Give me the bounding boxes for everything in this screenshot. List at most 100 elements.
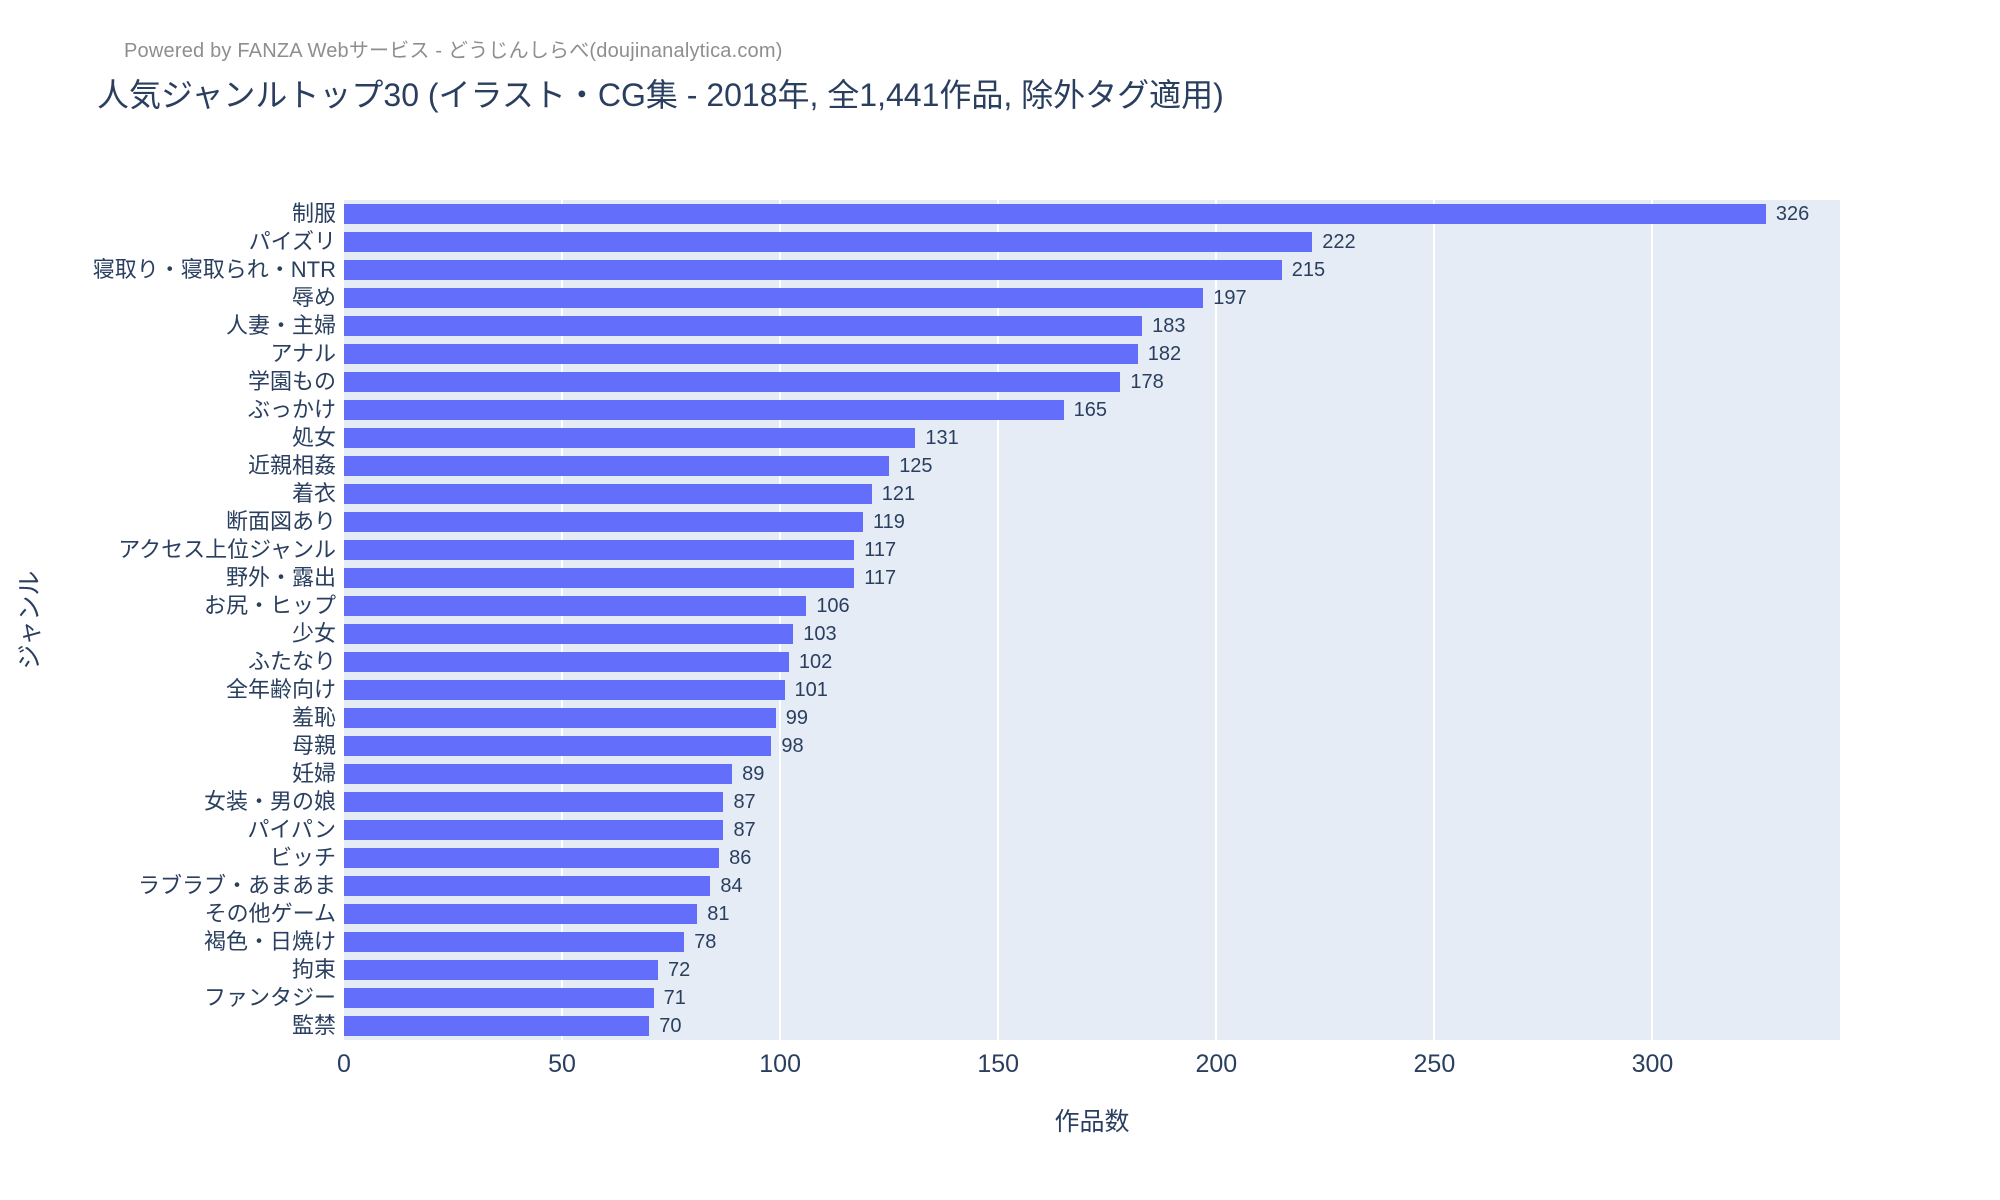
bar-row: 84	[344, 872, 1840, 900]
bar-row: 119	[344, 508, 1840, 536]
y-axis-label: ファンタジー	[203, 985, 336, 1010]
bar-value-label: 165	[1073, 399, 1108, 421]
bar[interactable]	[344, 876, 711, 896]
y-axis-label: 監禁	[291, 1013, 336, 1038]
bar[interactable]	[344, 820, 724, 840]
bar[interactable]	[344, 1016, 650, 1036]
bar-value-label: 182	[1147, 343, 1182, 365]
bar-value-label: 222	[1322, 231, 1356, 253]
bar-value-label: 71	[663, 987, 686, 1009]
y-axis-label: 全年齢向け	[225, 677, 336, 702]
bar-value-label: 125	[899, 455, 933, 477]
bar-value-label: 178	[1130, 371, 1164, 393]
gridline	[1215, 200, 1218, 1040]
bar[interactable]	[344, 904, 698, 924]
x-tick-label: 150	[977, 1050, 1020, 1078]
x-tick-label: 0	[337, 1050, 351, 1078]
bar[interactable]	[344, 456, 890, 476]
x-axis-title: 作品数	[1054, 1108, 1130, 1136]
y-axis-label: 拘束	[291, 957, 336, 982]
bar[interactable]	[344, 708, 776, 728]
bar-row: 178	[344, 368, 1840, 396]
gridline	[997, 200, 1000, 1040]
bar[interactable]	[344, 596, 807, 616]
bar-row: 81	[344, 900, 1840, 928]
y-axis-label: 妊婦	[291, 761, 336, 786]
bar-value-label: 84	[720, 875, 743, 897]
x-tick-label: 300	[1631, 1050, 1674, 1078]
bar[interactable]	[344, 428, 916, 448]
bar-value-label: 197	[1213, 287, 1247, 309]
bar[interactable]	[344, 316, 1143, 336]
bar[interactable]	[344, 400, 1064, 420]
bar[interactable]	[344, 540, 855, 560]
bar-value-label: 87	[733, 791, 756, 813]
bar[interactable]	[344, 960, 659, 980]
bar[interactable]	[344, 232, 1313, 252]
bar[interactable]	[344, 372, 1121, 392]
bar[interactable]	[344, 932, 685, 952]
gridline	[1433, 200, 1436, 1040]
bar-value-label: 121	[881, 483, 916, 505]
bar-value-label: 89	[742, 763, 765, 785]
y-axis-label: 女装・男の娘	[203, 789, 336, 814]
bar-value-label: 326	[1775, 203, 1810, 225]
bar-value-label: 81	[707, 903, 730, 925]
y-axis-label: 処女	[291, 425, 336, 450]
bar[interactable]	[344, 680, 785, 700]
bar-value-label: 99	[785, 707, 809, 729]
bar-row: 98	[344, 732, 1840, 760]
bar-row: 86	[344, 844, 1840, 872]
bar[interactable]	[344, 624, 794, 644]
bar[interactable]	[344, 736, 772, 756]
bar-row: 165	[344, 396, 1840, 424]
chart-title: 人気ジャンルトップ30 (イラスト・CG集 - 2018年, 全1,441作品,…	[97, 77, 1224, 113]
bar[interactable]	[344, 288, 1204, 308]
y-axis-label: 学園もの	[247, 369, 336, 394]
bar-row: 125	[344, 452, 1840, 480]
y-axis-label: 辱め	[291, 285, 336, 310]
bar-value-label: 131	[925, 427, 959, 449]
bar-value-label: 117	[864, 567, 897, 589]
y-axis-label: 少女	[291, 621, 336, 646]
bar-value-label: 117	[864, 539, 897, 561]
bar-row: 197	[344, 284, 1840, 312]
y-axis-label: その他ゲーム	[204, 901, 336, 926]
bar[interactable]	[344, 512, 864, 532]
bar[interactable]	[344, 792, 724, 812]
bar-value-label: 102	[798, 651, 833, 673]
bar-row: 183	[344, 312, 1840, 340]
y-axis-label: ビッチ	[269, 845, 336, 870]
bar-row: 117	[344, 536, 1840, 564]
powered-by-annotation: Powered by FANZA Webサービス - どうじんしらべ(douji…	[124, 40, 783, 62]
x-axis-ticks: 0 50 100 150 200 250 300	[337, 1050, 1840, 1080]
bar-row: 222	[344, 228, 1840, 256]
bar[interactable]	[344, 988, 654, 1008]
y-axis-label: 制服	[291, 201, 336, 226]
bar[interactable]	[344, 204, 1766, 224]
bar-value-label: 183	[1152, 315, 1186, 337]
bar-value-label: 78	[694, 931, 717, 953]
bar-row: 182	[344, 340, 1840, 368]
bar[interactable]	[344, 484, 872, 504]
bar[interactable]	[344, 848, 720, 868]
bar[interactable]	[344, 764, 733, 784]
bar-row: 103	[344, 620, 1840, 648]
bar-row: 117	[344, 564, 1840, 592]
bar[interactable]	[344, 344, 1138, 364]
bar-row: 106	[344, 592, 1840, 620]
bar-value-label: 72	[668, 959, 691, 981]
bar[interactable]	[344, 260, 1282, 280]
bar[interactable]	[344, 652, 789, 672]
y-axis-label: 羞恥	[291, 705, 336, 730]
gridline	[1651, 200, 1654, 1040]
bar-row: 70	[344, 1012, 1840, 1040]
bar-row: 71	[344, 984, 1840, 1012]
bar-value-label: 119	[873, 511, 905, 533]
y-axis-label: 母親	[291, 733, 336, 758]
bar[interactable]	[344, 568, 855, 588]
y-axis-label: 断面図あり	[225, 509, 336, 534]
bar-value-label: 103	[803, 623, 837, 645]
bar-row: 101	[344, 676, 1840, 704]
